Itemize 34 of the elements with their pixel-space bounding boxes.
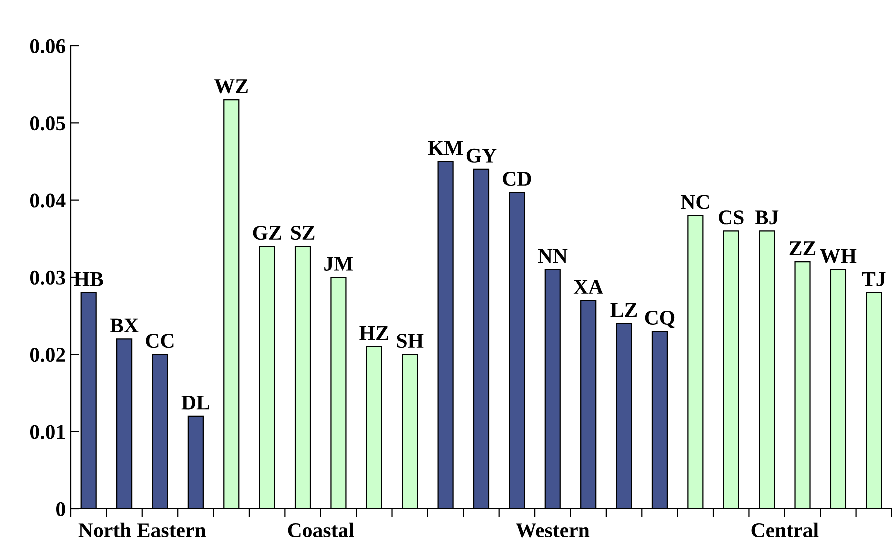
x-tick-label: BJ [755,210,779,225]
x-tick-label: CD [503,172,532,186]
x-tick-label: SH [397,334,424,348]
x-tick-label: GY [466,148,497,163]
text: Coastal [288,522,354,538]
x-tick-label: LZ [610,303,638,318]
y-tick-label: 0.03 [30,270,66,286]
text: Central [752,522,819,538]
y-tick-label: 0 [56,502,66,516]
y-tick-label: 0.02 [30,348,66,362]
x-tick-label: SZ [291,226,315,240]
text: North Eastern [78,522,206,538]
y-tick-label: 0.04 [30,194,66,208]
x-tick-label: CQ [645,310,675,328]
y-tick-label: 0.06 [30,39,66,54]
x-tick-label: TJ [862,272,886,286]
x-tick-label: BX [110,318,139,333]
x-tick-label: CC [146,334,174,348]
text: Western [516,524,590,538]
x-tick-label: XA [574,280,604,294]
x-tick-label: CS [719,210,744,225]
x-tick-label: NN [538,249,568,264]
x-tick-label: NC [681,195,710,210]
x-tick-label: WZ [214,80,248,94]
x-tick-label: HZ [360,326,388,340]
x-tick-label: DL [182,396,210,410]
x-tick-label: HB [74,272,104,286]
y-tick-label: 0.05 [30,116,66,131]
x-tick-label: JM [324,257,354,271]
x-tick-label: KM [428,141,464,155]
y-tick-label: 0.01 [30,425,66,440]
x-tick-label: WH [820,249,857,264]
x-tick-label: GZ [253,226,282,240]
x-tick-label: ZZ [790,242,816,256]
